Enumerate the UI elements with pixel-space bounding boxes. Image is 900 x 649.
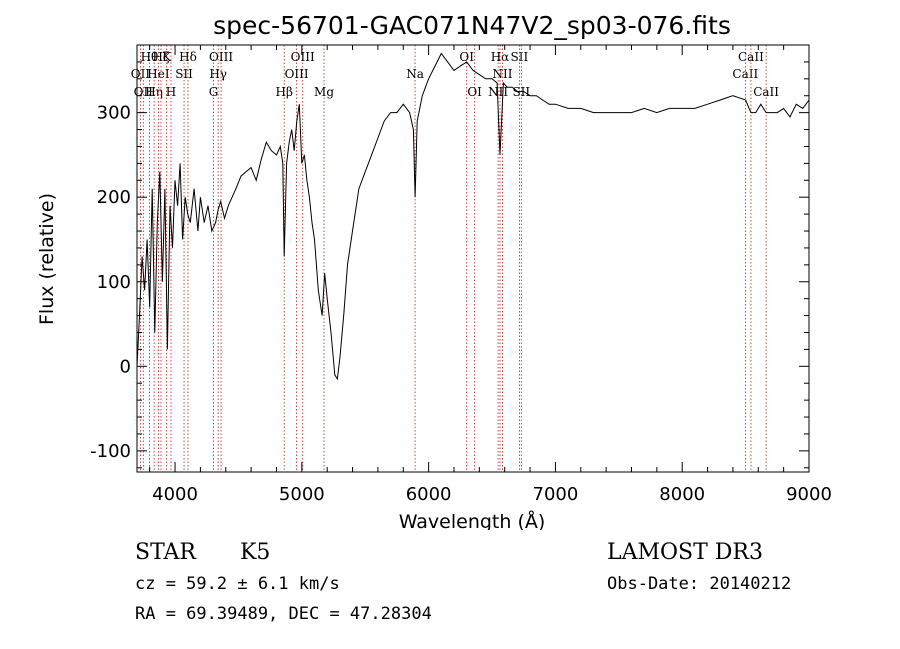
line-marker-label-18: OI: [459, 50, 474, 64]
line-marker-label-21: Hα: [491, 50, 510, 64]
line-marker-label-13: Hβ: [276, 85, 293, 99]
x-tick-label: 4000: [152, 484, 198, 505]
line-marker-label-19: OI: [467, 85, 482, 99]
y-tick-label: 300: [97, 103, 131, 124]
survey-name: LAMOST DR3: [607, 540, 763, 565]
line-marker-label-25: CaII: [732, 67, 758, 81]
line-markers: OIIOIIHθHηHeIHζKHSIIHδGHγOIIIHβOIIIOIIIM…: [131, 45, 779, 472]
x-tick-label: 5000: [279, 484, 325, 505]
line-marker-label-10: G: [209, 85, 219, 99]
chart-title: spec-56701-GAC071N47V2_sp03-076.fits: [213, 11, 731, 40]
line-marker-label-8: SII: [175, 67, 193, 81]
line-marker-label-7: H: [166, 85, 176, 99]
line-marker-label-0: OII: [131, 67, 151, 81]
redshift-value: cz = 59.2 ± 6.1 km/s: [135, 574, 340, 594]
y-tick-label: 200: [97, 187, 131, 208]
line-marker-label-17: Na: [406, 67, 424, 81]
line-marker-label-3: Hη: [145, 85, 163, 99]
x-tick-label: 9000: [786, 484, 832, 505]
line-marker-label-20: NII: [488, 85, 508, 99]
x-axis-label: Wavelength (Å): [399, 510, 546, 530]
x-tick-label: 6000: [406, 484, 452, 505]
line-marker-label-12: OIII: [209, 50, 233, 64]
spectrum-chart: spec-56701-GAC071N47V2_sp03-076.fits OII…: [36, 11, 832, 530]
y-axis-label: Flux (relative): [36, 193, 58, 325]
line-marker-label-11: Hγ: [209, 67, 227, 81]
line-marker-label-16: Mg: [314, 85, 334, 99]
obs-date: Obs-Date: 20140212: [607, 574, 792, 594]
plot-frame: [136, 44, 810, 473]
x-tick-label: 7000: [533, 484, 579, 505]
y-tick-label: -100: [90, 441, 131, 462]
line-marker-label-15: OIII: [291, 50, 315, 64]
y-tick-label: 100: [97, 272, 131, 293]
line-marker-label-27: CaII: [753, 85, 779, 99]
line-marker-label-9: Hδ: [179, 50, 197, 64]
line-marker-label-6: K: [162, 50, 172, 64]
spectrum-series-line: [136, 52, 810, 381]
object-subclass: K5: [240, 540, 271, 565]
line-marker-label-5: Hζ: [152, 50, 169, 64]
axis-ticks: 4000 5000 6000 7000 8000 9000 -100 0 100 200 300: [90, 44, 832, 505]
line-marker-label-26: CaII: [738, 50, 764, 64]
line-marker-label-23: SII: [511, 50, 529, 64]
line-marker-label-22: NII: [493, 67, 513, 81]
line-marker-label-14: OIII: [285, 67, 309, 81]
object-class: STAR: [135, 540, 196, 565]
y-tick-label: 0: [120, 356, 131, 377]
coordinates: RA = 69.39489, DEC = 47.28304: [135, 604, 432, 624]
line-marker-label-4: HeI: [147, 67, 170, 81]
x-tick-label: 8000: [659, 484, 705, 505]
